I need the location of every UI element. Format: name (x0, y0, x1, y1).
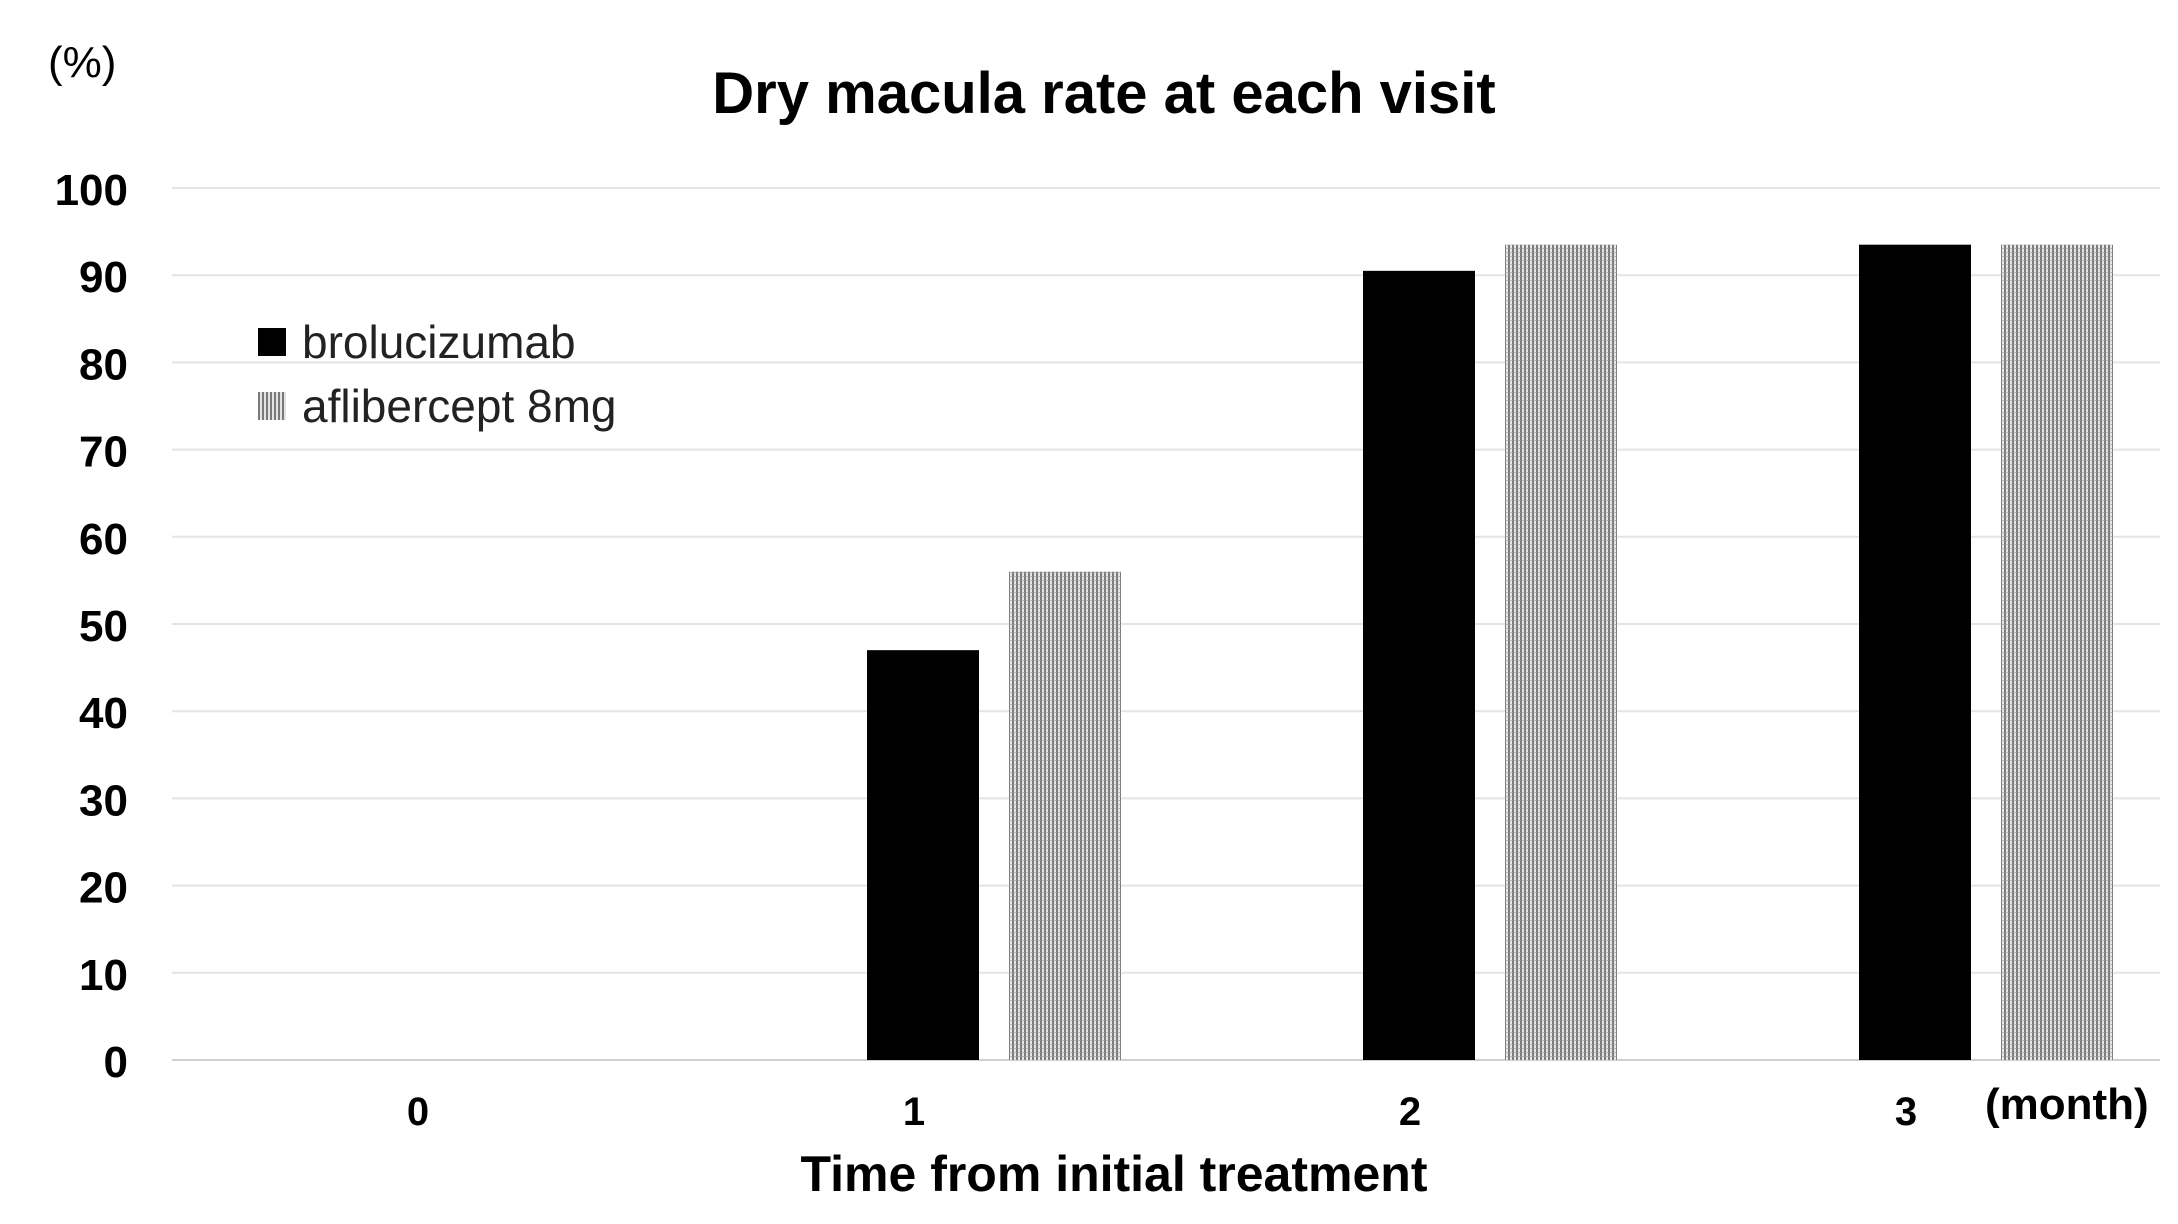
legend-item-aflibercept: aflibercept 8mg (258, 374, 617, 438)
legend: brolucizumab aflibercept 8mg (258, 310, 617, 438)
bar-brolucizumab (1859, 244, 1971, 1060)
x-axis-title: Time from initial treatment (800, 1146, 1428, 1202)
legend-item-brolucizumab: brolucizumab (258, 310, 617, 374)
bar-aflibercept-8mg (1009, 571, 1121, 1060)
bar-aflibercept-8mg (2001, 244, 2113, 1060)
y-tick-label: 50 (79, 602, 128, 651)
y-tick-label: 20 (79, 864, 128, 913)
legend-swatch-dotted (258, 392, 286, 420)
bar-brolucizumab (1363, 270, 1475, 1061)
bar-brolucizumab (867, 650, 979, 1060)
y-tick-label: 100 (55, 166, 128, 215)
y-tick-label: 70 (79, 428, 128, 477)
y-tick-label: 90 (79, 253, 128, 302)
x-tick-label: 1 (903, 1090, 925, 1134)
chart-title: Dry macula rate at each visit (712, 61, 1496, 126)
x-tick-label: 2 (1399, 1090, 1421, 1134)
y-tick-label: 40 (79, 689, 128, 738)
y-tick-label: 60 (79, 515, 128, 564)
legend-label: brolucizumab (302, 316, 576, 368)
x-axis-unit-label: (month) (1985, 1080, 2149, 1129)
x-tick-label: 3 (1895, 1090, 1917, 1134)
x-tick-label: 0 (407, 1090, 429, 1134)
legend-swatch-solid (258, 328, 286, 356)
y-tick-label: 80 (79, 340, 128, 389)
y-tick-label: 10 (79, 951, 128, 1000)
legend-label: aflibercept 8mg (302, 380, 617, 432)
y-tick-label: 30 (79, 776, 128, 825)
y-axis-unit-label: (%) (48, 38, 117, 87)
y-tick-label: 0 (104, 1038, 128, 1087)
bar-aflibercept-8mg (1505, 244, 1617, 1060)
